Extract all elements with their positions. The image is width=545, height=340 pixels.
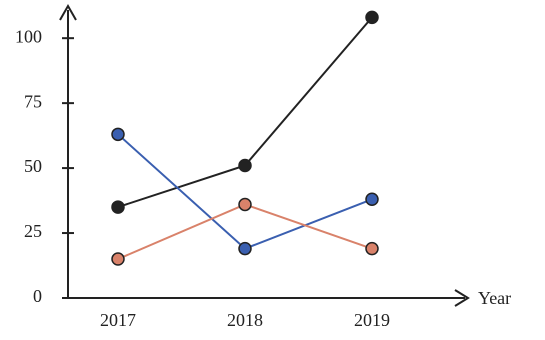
x-tick-label: 2018 [227,310,263,330]
y-tick-label: 0 [33,286,42,306]
point [111,200,125,214]
series-line [117,16,373,209]
y-tick-label: 25 [24,221,42,241]
series-line [117,133,373,250]
y-tick-label: 75 [24,91,42,111]
x-tick-label: 2017 [100,310,136,330]
x-axis-arrow [454,289,470,307]
y-tick-label: 50 [24,156,42,176]
y-tick-label: 100 [15,26,42,46]
point [238,197,252,212]
y-axis-arrow [59,3,77,21]
x-tick-label: 2019 [354,310,390,330]
point [111,127,125,142]
x-axis-label: Year [478,288,511,308]
point [365,10,379,25]
point [238,241,252,256]
point [365,192,379,207]
point [365,241,379,256]
point [238,158,252,173]
point [111,252,125,266]
